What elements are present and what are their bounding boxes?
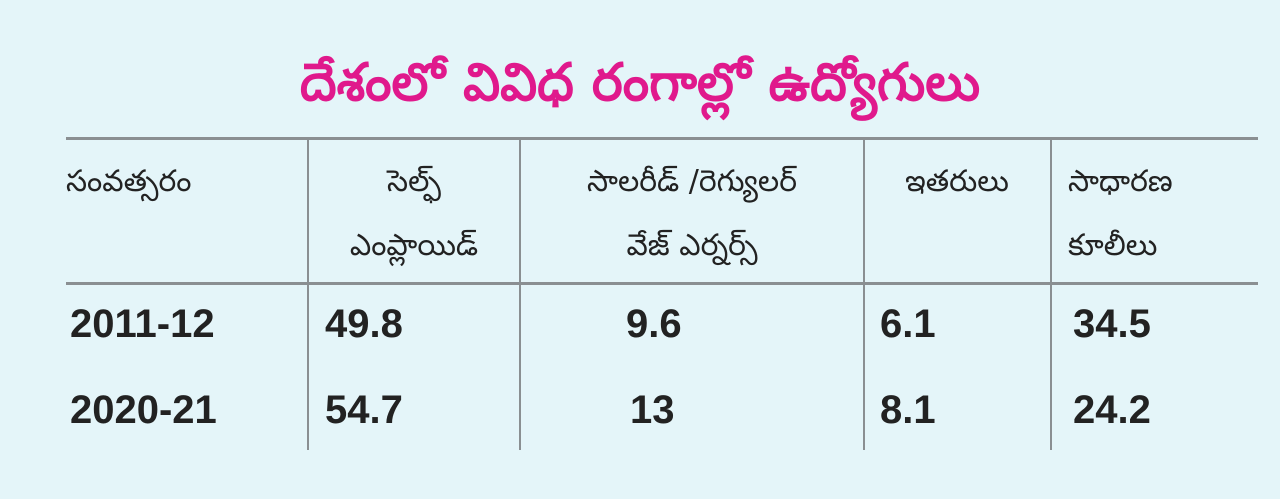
table-cell-casual-labour: 34.5 — [1073, 302, 1151, 346]
column-divider — [1050, 140, 1052, 450]
table-cell-casual-labour: 24.2 — [1073, 388, 1151, 432]
table-cell-year: 2020-21 — [70, 388, 217, 432]
column-divider — [519, 140, 521, 450]
table-cell-others: 8.1 — [880, 388, 936, 432]
table-cell-salaried: 13 — [630, 388, 675, 432]
table-cell-year: 2011-12 — [70, 302, 215, 346]
page-title: దేశంలో వివిధ రంగాల్లో ఉద్యోగులు — [299, 53, 981, 113]
table-cell-self-employed: 49.8 — [325, 302, 403, 346]
table-cell-others: 6.1 — [880, 302, 936, 346]
header-others: ఇతరులు — [905, 164, 1009, 199]
header-top-divider — [66, 137, 1258, 140]
header-year: సంవత్సరం — [66, 164, 192, 199]
column-divider — [307, 140, 309, 450]
column-divider — [863, 140, 865, 450]
header-casual-labour: సాధారణ కూలీలు — [1068, 164, 1173, 263]
header-self-employed: సెల్ఫ్ ఎంప్లాయిడ్ — [349, 164, 479, 263]
table-cell-self-employed: 54.7 — [325, 388, 403, 432]
table-cell-salaried: 9.6 — [626, 302, 682, 346]
header-bottom-divider — [66, 282, 1258, 285]
header-salaried-regular-wage-earners: సాలరీడ్ /రెగ్యులర్ వేజ్ ఎర్నర్స్ — [587, 164, 797, 263]
